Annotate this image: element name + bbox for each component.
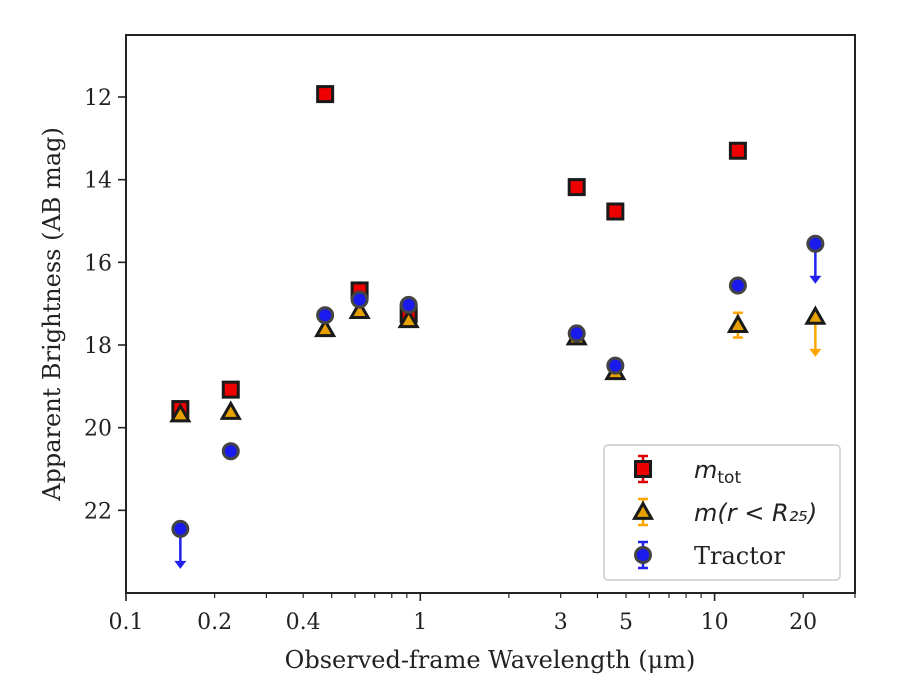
triangle-marker	[219, 400, 242, 420]
circle-marker	[567, 324, 586, 343]
circle-point	[171, 519, 190, 569]
square-marker	[316, 85, 335, 104]
legend-label-math: m	[694, 499, 717, 527]
x-axis-label: Observed-frame Wavelength (μm)	[285, 646, 696, 674]
x-tick-label: 10	[701, 610, 729, 635]
series-triangle	[169, 299, 827, 423]
triangle-point	[726, 311, 749, 339]
legend-entry: mtot	[634, 454, 741, 488]
y-tick-label: 12	[84, 86, 112, 111]
x-tick-label: 5	[619, 610, 633, 635]
square-marker	[606, 202, 625, 221]
legend-square-marker	[634, 460, 652, 478]
x-tick-label: 20	[789, 610, 817, 635]
circle-point	[806, 234, 825, 284]
triangle-point	[397, 308, 420, 329]
circle-marker	[221, 442, 240, 461]
x-axis-ticks: 0.1 0.2 0.4 1 3 5 10 20	[109, 593, 856, 635]
legend-label-text: (r < R₂₅)	[717, 499, 817, 527]
triangle-point	[804, 305, 827, 357]
triangle-marker	[397, 308, 420, 329]
data-marks	[169, 85, 827, 569]
legend-label: m(r < R₂₅)	[694, 499, 817, 527]
series-square	[171, 85, 747, 419]
y-tick-label: 22	[84, 499, 112, 524]
x-tick-label: 3	[554, 610, 568, 635]
legend-label: Tractor	[694, 542, 785, 570]
legend-label-subscript: tot	[717, 468, 741, 488]
y-tick-label: 20	[84, 417, 112, 442]
triangle-marker	[169, 402, 192, 423]
circle-marker	[806, 234, 825, 253]
x-tick-label: 1	[413, 610, 427, 635]
square-point	[728, 141, 747, 160]
circle-marker	[399, 295, 418, 314]
circle-point	[399, 295, 418, 314]
circle-marker	[316, 306, 335, 325]
plot-frame	[125, 34, 856, 594]
circle-marker	[350, 290, 369, 309]
legend-label-math: m	[694, 456, 717, 484]
triangle-point	[314, 317, 337, 338]
circle-point	[728, 276, 747, 295]
triangle-marker	[804, 305, 827, 325]
upper-limit-arrow-head	[809, 348, 822, 357]
y-axis-label: Apparent Brightness (AB mag)	[38, 127, 66, 502]
square-point	[221, 380, 240, 399]
x-tick-label: 0.4	[286, 610, 321, 635]
legend-label-text: Tractor	[694, 542, 785, 570]
circle-point	[567, 324, 586, 343]
circle-marker	[171, 519, 190, 538]
triangle-marker	[726, 313, 749, 334]
legend-entry: Tractor	[634, 540, 785, 570]
square-marker	[567, 178, 586, 197]
square-point	[606, 202, 625, 221]
legend-entry: m(r < R₂₅)	[631, 497, 817, 527]
triangle-point	[348, 299, 371, 319]
circle-point	[350, 290, 369, 309]
square-marker	[221, 380, 240, 399]
x-tick-label: 0.1	[109, 610, 144, 635]
triangle-marker	[348, 299, 371, 319]
legend-box	[603, 444, 841, 581]
legend-circle-marker	[634, 546, 652, 564]
square-marker	[728, 141, 747, 160]
legend-triangle-marker	[631, 500, 655, 520]
y-axis-ticks: 12 14 16 18 20 22	[84, 86, 126, 524]
upper-limit-arrow-head	[809, 275, 822, 284]
circle-marker	[606, 356, 625, 375]
y-tick-label: 16	[84, 251, 112, 276]
y-tick-label: 14	[84, 169, 112, 194]
legend-label: mtot	[694, 456, 741, 488]
circle-point	[606, 356, 625, 375]
circle-point	[316, 306, 335, 325]
y-tick-label: 18	[84, 334, 112, 359]
circle-marker	[728, 276, 747, 295]
x-tick-label: 0.2	[197, 610, 232, 635]
circle-point	[221, 442, 240, 461]
square-point	[567, 178, 586, 197]
triangle-marker	[314, 317, 337, 338]
square-point	[316, 85, 335, 104]
upper-limit-arrow-head	[174, 560, 187, 569]
triangle-point	[169, 402, 192, 423]
triangle-point	[219, 400, 242, 420]
series-circle	[171, 234, 825, 569]
